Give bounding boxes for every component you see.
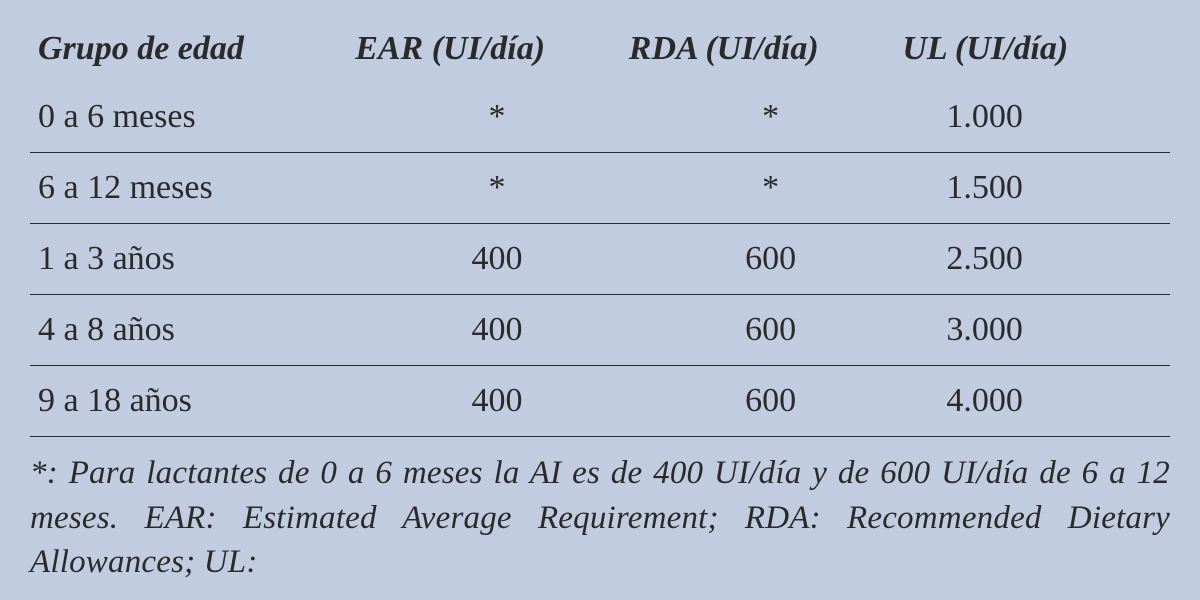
cell-rda: * [623, 82, 897, 153]
col-header-ul: UL (UI/día) [896, 20, 1170, 82]
table-row: 4 a 8 años 400 600 3.000 [30, 295, 1170, 366]
cell-ear: 400 [349, 366, 623, 437]
col-header-rda: RDA (UI/día) [623, 20, 897, 82]
table-row: 6 a 12 meses * * 1.500 [30, 153, 1170, 224]
table-row: 9 a 18 años 400 600 4.000 [30, 366, 1170, 437]
cell-age: 0 a 6 meses [30, 82, 349, 153]
cell-rda: 600 [623, 224, 897, 295]
cell-age: 4 a 8 años [30, 295, 349, 366]
cell-age: 6 a 12 meses [30, 153, 349, 224]
cell-ear: 400 [349, 224, 623, 295]
cell-ul: 2.500 [896, 224, 1170, 295]
cell-rda: 600 [623, 366, 897, 437]
cell-ul: 1.000 [896, 82, 1170, 153]
table-footnote: *: Para lactantes de 0 a 6 meses la AI e… [30, 451, 1170, 585]
cell-ul: 4.000 [896, 366, 1170, 437]
cell-ul: 3.000 [896, 295, 1170, 366]
cell-age: 9 a 18 años [30, 366, 349, 437]
cell-rda: 600 [623, 295, 897, 366]
table-row: 1 a 3 años 400 600 2.500 [30, 224, 1170, 295]
cell-rda: * [623, 153, 897, 224]
cell-ear: 400 [349, 295, 623, 366]
nutrient-table: Grupo de edad EAR (UI/día) RDA (UI/día) … [30, 20, 1170, 437]
cell-ear: * [349, 82, 623, 153]
col-header-age: Grupo de edad [30, 20, 349, 82]
cell-ear: * [349, 153, 623, 224]
cell-ul: 1.500 [896, 153, 1170, 224]
table-header-row: Grupo de edad EAR (UI/día) RDA (UI/día) … [30, 20, 1170, 82]
col-header-ear: EAR (UI/día) [349, 20, 623, 82]
table-row: 0 a 6 meses * * 1.000 [30, 82, 1170, 153]
cell-age: 1 a 3 años [30, 224, 349, 295]
